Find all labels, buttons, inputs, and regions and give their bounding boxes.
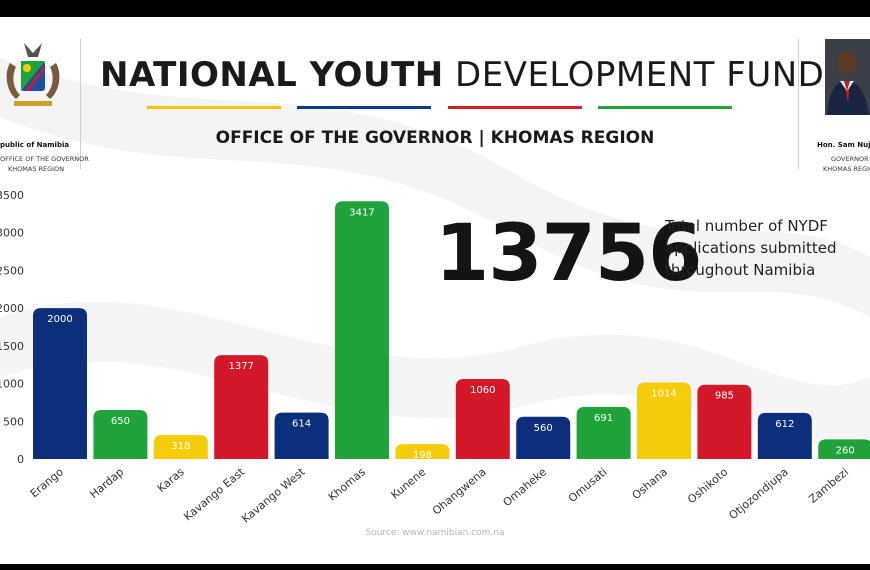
bar-value-label: 560	[534, 423, 553, 434]
x-tick-label: Omaheke	[500, 465, 549, 509]
title-bold: NATIONAL YOUTH	[100, 55, 444, 95]
x-tick-label: Hardap	[87, 465, 126, 501]
y-tick-label: 1000	[0, 378, 24, 391]
description-line-3: throughout Namibia	[665, 261, 816, 279]
total-applications-number: 13756	[435, 209, 702, 299]
rule-yellow	[147, 106, 281, 109]
applications-bar-chart: 0 500 1000 1500 2000 2500 3000 3500 2000 Erango 65…	[0, 189, 870, 526]
bar-value-label: 1377	[228, 361, 253, 372]
x-tick-label: Kavango East	[181, 465, 247, 524]
y-tick-label: 1500	[0, 340, 24, 353]
right-branding-panel: Hon. Sam Nujo GOVERNOR KHOMAS REGIO	[798, 39, 870, 173]
bar-value-label: 198	[413, 450, 432, 461]
bar	[576, 406, 631, 459]
governor-portrait-icon	[825, 39, 870, 115]
x-tick-label: Kunene	[388, 465, 428, 502]
bar-value-label: 612	[775, 419, 794, 430]
total-applications-description: Total number of NYDF applications submit…	[665, 215, 865, 281]
bar-value-label: 260	[836, 445, 855, 456]
bar	[335, 201, 389, 460]
y-tick-label: 500	[3, 415, 24, 428]
governor-name: Hon. Sam Nujo	[817, 141, 870, 149]
bar-value-label: 650	[111, 416, 130, 427]
bar	[637, 382, 691, 459]
infographic-card: public of Namibia OFFICE OF THE GOVERNOR…	[0, 17, 870, 564]
bar	[93, 409, 148, 459]
x-tick-label: Omusati	[566, 465, 610, 505]
region-line: KHOMAS REGION	[8, 165, 65, 173]
y-tick-label: 0	[17, 453, 24, 466]
x-tick-label: Karas	[155, 465, 187, 495]
description-line-1: Total number of NYDF	[665, 217, 828, 235]
title-light: DEVELOPMENT FUND	[455, 55, 825, 95]
governor-region: KHOMAS REGIO	[823, 165, 870, 173]
bar	[33, 308, 87, 459]
bar-value-label: 614	[292, 419, 311, 430]
description-line-2: applications submitted	[665, 239, 837, 257]
bar	[455, 379, 510, 459]
country-name: public of Namibia	[0, 141, 70, 149]
x-tick-label: Otjozondjupa	[726, 465, 790, 522]
y-tick-label: 3500	[0, 189, 24, 202]
x-tick-label: Khomas	[326, 465, 368, 503]
page-title: NATIONAL YOUTH DEVELOPMENT FUND	[100, 55, 824, 95]
y-tick-label: 2500	[0, 264, 24, 277]
bar	[757, 412, 812, 459]
x-tick-label: Zambezi	[806, 465, 851, 506]
bar-value-label: 3417	[349, 207, 374, 218]
y-tick-label: 2000	[0, 302, 24, 315]
bar	[697, 384, 752, 459]
bar	[516, 416, 571, 459]
bar-value-label: 2000	[47, 314, 72, 325]
y-tick-label: 3000	[0, 227, 24, 240]
bar	[214, 355, 269, 459]
page-subtitle: OFFICE OF THE GOVERNOR | KHOMAS REGION	[215, 128, 655, 148]
bar	[395, 444, 450, 459]
x-tick-label: Kavango West	[239, 465, 308, 526]
x-tick-label: Oshikoto	[685, 465, 730, 506]
bar-value-label: 318	[171, 441, 190, 452]
namibia-coat-of-arms-icon	[6, 43, 60, 106]
rule-blue	[297, 106, 431, 109]
source-note: Source: www.namibian.com.na	[365, 528, 505, 538]
bar-value-label: 1014	[651, 389, 676, 400]
rule-red	[448, 106, 582, 109]
x-tick-label: Ohangwena	[430, 465, 489, 517]
bar-value-label: 985	[715, 391, 734, 402]
bar	[274, 412, 329, 459]
office-line: OFFICE OF THE GOVERNOR	[0, 155, 89, 163]
governor-role: GOVERNOR	[831, 155, 869, 163]
background-waves	[0, 57, 870, 446]
bar-value-label: 691	[594, 413, 613, 424]
x-tick-label: Erango	[28, 465, 66, 500]
left-branding-panel: public of Namibia OFFICE OF THE GOVERNOR…	[0, 39, 89, 173]
rule-green	[598, 106, 732, 109]
bar	[818, 439, 870, 459]
bar-value-label: 1060	[470, 385, 495, 396]
x-tick-label: Oshana	[630, 465, 670, 502]
bar	[153, 435, 208, 459]
